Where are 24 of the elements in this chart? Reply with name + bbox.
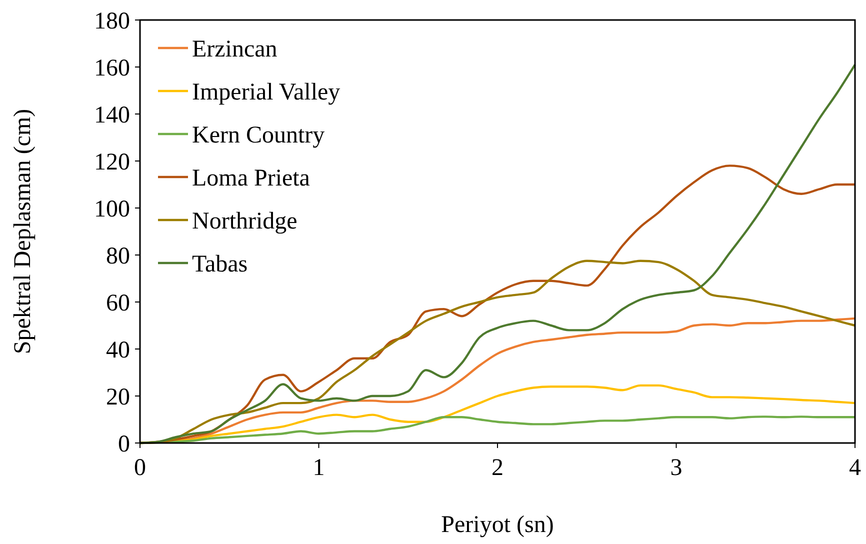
legend-label: Erzincan [192, 36, 278, 62]
legend-label: Imperial Valley [192, 79, 340, 106]
x-tick-label: 4 [849, 455, 861, 481]
x-tick-label: 1 [312, 455, 325, 481]
y-tick-label: 40 [106, 337, 130, 364]
y-tick-label: 140 [94, 102, 130, 128]
legend-label: Northridge [192, 208, 298, 234]
x-tick-label: 0 [134, 455, 146, 481]
line-series [138, 64, 856, 444]
y-tick-label: 0 [118, 431, 130, 458]
x-axis-title: Periyot (sn) [441, 512, 554, 538]
legend-label: Tabas [192, 251, 248, 278]
y-tick-label: 20 [106, 384, 130, 410]
y-tick-label: 160 [94, 55, 130, 82]
y-tick-label: 60 [106, 290, 130, 316]
y-tick-label: 80 [106, 243, 130, 270]
legend-label: Kern Country [192, 122, 325, 148]
x-tick-label: 3 [670, 455, 682, 481]
legend-label: Loma Prieta [192, 165, 310, 192]
x-tick-label: 2 [492, 455, 504, 481]
y-tick-label: 180 [94, 8, 130, 34]
y-tick-label: 100 [94, 196, 130, 222]
y-axis-title: Spektral Deplasman (cm) [10, 108, 36, 354]
y-tick-label: 120 [94, 149, 130, 176]
